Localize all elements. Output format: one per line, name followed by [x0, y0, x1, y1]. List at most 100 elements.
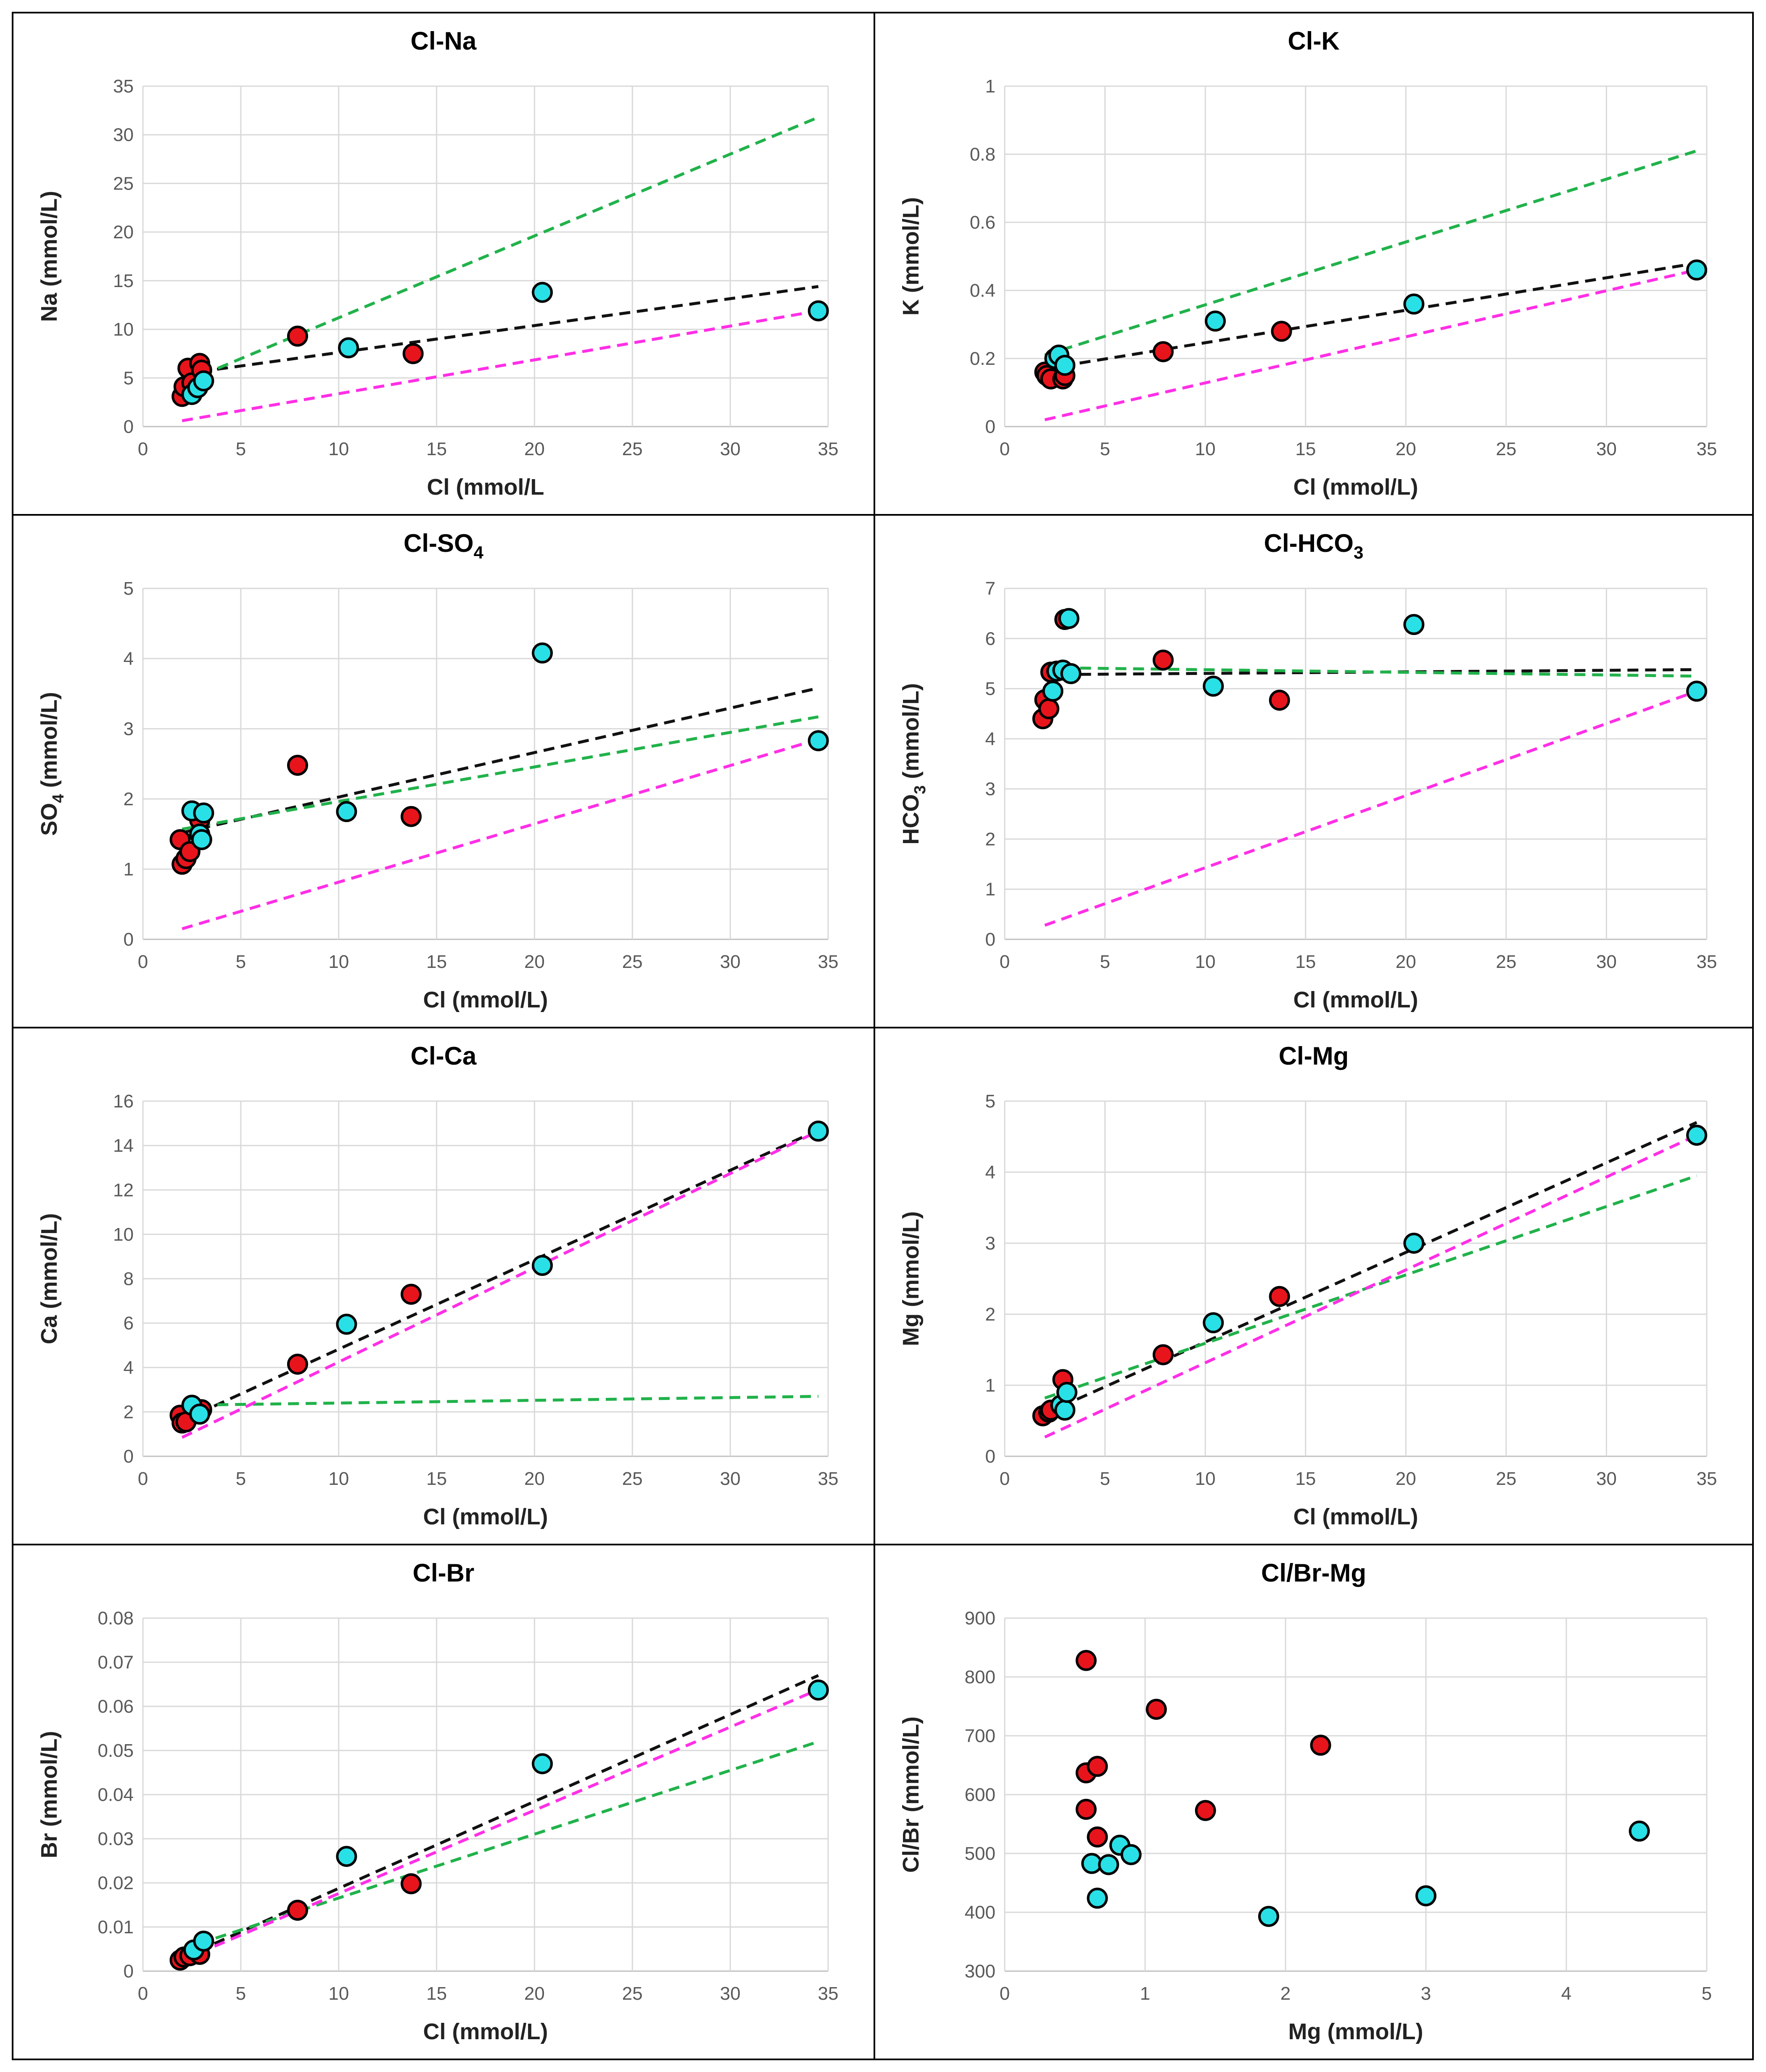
- data-point-red: [287, 1900, 308, 1921]
- x-tick-label: 5: [1100, 439, 1110, 459]
- y-tick-label: 0.05: [98, 1740, 134, 1761]
- trendline-magenta: [182, 309, 819, 422]
- y-tick-label: 10: [113, 1224, 134, 1245]
- data-point-cyan: [1205, 310, 1226, 332]
- trendline-green: [182, 715, 819, 831]
- data-point-cyan: [336, 1313, 357, 1335]
- x-tick-label: 15: [1295, 439, 1316, 459]
- y-tick-label: 700: [965, 1726, 995, 1746]
- x-tick-label: 25: [1496, 952, 1516, 972]
- data-point-cyan: [1056, 1381, 1077, 1403]
- data-point-cyan: [1120, 1844, 1142, 1865]
- data-point-cyan: [808, 300, 829, 322]
- x-tick-label: 25: [1496, 439, 1516, 459]
- y-tick-label: 10: [113, 319, 134, 340]
- data-point-cyan: [1403, 293, 1425, 315]
- x-tick-label: 20: [524, 1983, 545, 2004]
- x-tick-label: 0: [1000, 1983, 1010, 2004]
- data-point-cyan: [193, 802, 214, 824]
- x-tick-label: 3: [1421, 1983, 1431, 2004]
- data-point-cyan: [1686, 1125, 1708, 1146]
- data-point-cyan: [338, 337, 359, 359]
- y-tick-label: 0: [985, 417, 995, 437]
- x-tick-label: 30: [720, 952, 741, 972]
- chart-title: Cl-HCO3: [1264, 529, 1364, 562]
- data-point-cyan: [532, 1753, 553, 1774]
- y-tick-label: 5: [124, 368, 134, 388]
- x-tick-label: 5: [1100, 1468, 1110, 1489]
- trendline-magenta: [181, 1130, 819, 1439]
- data-point-cyan: [1629, 1820, 1650, 1842]
- plot-area: [1005, 588, 1707, 939]
- x-tick-label: 15: [1295, 1468, 1316, 1489]
- y-tick-label: 2: [985, 1304, 995, 1325]
- y-tick-label: 300: [965, 1961, 995, 1982]
- y-tick-label: 1: [124, 859, 134, 880]
- x-tick-label: 30: [720, 439, 741, 459]
- data-point-red: [1269, 690, 1290, 711]
- y-tick-label: 0: [985, 929, 995, 950]
- x-axis-label: Cl (mmol/L): [1293, 475, 1418, 500]
- chart-title: Cl-K: [1288, 27, 1339, 55]
- y-tick-label: 6: [124, 1313, 134, 1334]
- x-tick-label: 30: [1596, 1468, 1617, 1489]
- data-point-cyan: [1403, 614, 1425, 635]
- data-point-cyan: [808, 1679, 829, 1701]
- data-point-red: [1075, 1650, 1097, 1671]
- x-axis-label: Cl (mmol/L): [423, 987, 548, 1012]
- trendline-magenta: [1044, 1134, 1697, 1439]
- data-point-red: [401, 1873, 422, 1895]
- data-point-cyan: [1054, 355, 1076, 376]
- y-tick-label: 0: [124, 929, 134, 950]
- trendline-magenta: [181, 1688, 819, 1961]
- data-point-cyan: [1054, 1400, 1076, 1421]
- x-tick-label: 25: [622, 439, 643, 459]
- data-point-cyan: [1060, 663, 1082, 684]
- x-tick-label: 10: [328, 952, 349, 972]
- trendline-black: [181, 1128, 819, 1422]
- trendline-magenta: [182, 738, 819, 931]
- y-tick-label: 16: [113, 1091, 134, 1112]
- chart-panel-cl-ca: 0 2 4 6 8 10 12 14 16 0 5 10 15 20 25 30 35 Cl-Ca Cl (mmol…: [12, 1027, 875, 1545]
- y-tick-label: 7: [985, 578, 995, 599]
- data-point-red: [401, 1284, 422, 1305]
- data-point-cyan: [1415, 1885, 1436, 1906]
- y-tick-label: 500: [965, 1843, 995, 1864]
- y-tick-label: 1: [985, 1375, 995, 1396]
- y-tick-label: 15: [113, 271, 134, 291]
- trendline-green: [182, 1395, 818, 1407]
- chart-panel-cl-hco3: 0 1 2 3 4 5 6 7 0 5 10 15 20 25 30 35 Cl-HCO3 Cl (mmol/L)…: [874, 514, 1754, 1028]
- x-tick-label: 15: [426, 439, 447, 459]
- data-point-red: [1310, 1735, 1331, 1756]
- data-point-red: [287, 1353, 308, 1375]
- y-axis-label: HCO3 (mmol/L): [898, 683, 929, 844]
- trendline-green: [1044, 149, 1697, 357]
- x-tick-label: 0: [138, 952, 148, 972]
- y-tick-label: 5: [124, 578, 134, 599]
- y-tick-label: 0.07: [98, 1652, 134, 1673]
- y-tick-label: 35: [113, 76, 134, 97]
- y-axis-label: Na (mmol/L): [37, 191, 62, 322]
- x-tick-label: 10: [328, 1983, 349, 2004]
- chart-title: Cl-Br: [413, 1559, 475, 1587]
- x-tick-label: 25: [622, 952, 643, 972]
- data-point-cyan: [1098, 1854, 1119, 1875]
- x-axis-label: Mg (mmol/L): [1288, 2019, 1423, 2044]
- trendline-magenta: [1044, 268, 1697, 422]
- plot-area: [1005, 1101, 1707, 1456]
- y-tick-label: 0.06: [98, 1696, 134, 1717]
- x-axis-label: Cl (mmol/L): [423, 1504, 548, 1529]
- x-tick-label: 25: [622, 1468, 643, 1489]
- y-tick-label: 8: [124, 1269, 134, 1289]
- data-point-red: [1152, 341, 1174, 362]
- y-tick-label: 600: [965, 1785, 995, 1805]
- y-tick-label: 900: [965, 1608, 995, 1629]
- data-point-red: [1087, 1826, 1108, 1848]
- x-tick-label: 15: [426, 1468, 447, 1489]
- chart-title: Cl/Br-Mg: [1261, 1559, 1366, 1587]
- y-tick-label: 0.03: [98, 1829, 134, 1849]
- data-point-cyan: [808, 730, 829, 751]
- data-point-cyan: [1058, 608, 1080, 629]
- x-tick-label: 30: [1596, 439, 1617, 459]
